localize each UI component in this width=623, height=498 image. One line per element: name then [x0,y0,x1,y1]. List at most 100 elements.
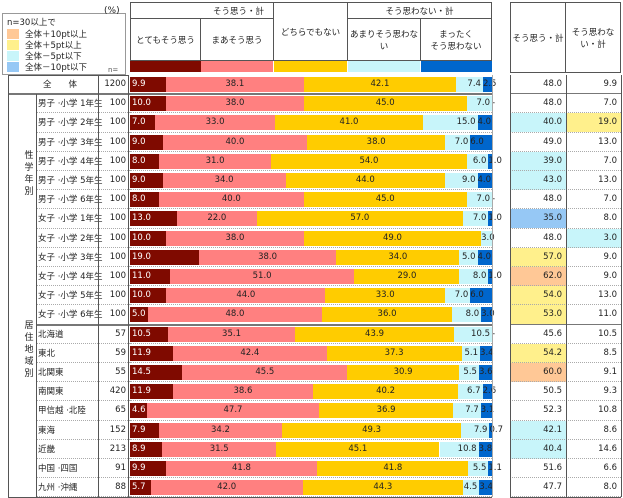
bar-segment-4: 4.0 [477,173,492,188]
row-divider [36,381,130,383]
sum-agree-cell: 49.0 [510,132,566,152]
bar-value-label: 42.0 [217,482,237,493]
bar-segment-0: 8.0 [130,192,159,208]
bar-segment-3: 5.5 [459,365,479,380]
bar-value-label: 36.0 [377,309,397,320]
stacked-bar: 10.0 44.0 33.0 7.0 6.0 [130,288,492,304]
sum-agree-cell: 39.0 [510,151,566,171]
bar-value-label: 38.1 [225,79,245,89]
stacked-bar: 11.9 38.6 40.2 6.7 2.6 [130,384,496,400]
table-border [510,75,511,498]
bar-value-label: 9.0 [132,136,146,147]
row-divider [510,170,621,171]
row-label: 女子 ·小学 1年生 [38,214,103,225]
bar-segment-4: 4.0 [477,249,492,265]
row-label: 女子 ·小学 4年生 [38,272,103,282]
bar-value-label: - [492,194,496,205]
row-divider [130,93,492,96]
sum-disagree-cell: 11.0 [566,305,621,325]
bar-segment-4: 3.1 [480,403,494,419]
bar-segment-4: 2.5 [482,77,496,92]
row-label: 東北 [38,348,56,359]
bar-segment-1: 34.2 [158,422,283,438]
bar-value-label: 44.0 [236,290,256,301]
bar-segment-1: 51.0 [169,269,355,284]
sum-agree-cell: 40.0 [510,113,566,133]
row-divider [36,208,130,210]
bar-value-label: 6.0 [470,136,484,147]
row-label: 女子 ·小学 2年生 [38,233,103,244]
stacked-bar: 10.0 38.0 45.0 7.0- [130,96,495,112]
row-label: 女子 ·小学 5年生 [38,291,103,302]
bar-segment-1: 45.5 [182,365,348,380]
row-divider [36,170,130,171]
header-sum-agree: そう思う・計 [510,2,566,73]
stacked-bar: 7.9 34.2 49.3 7.9 0.7 [130,422,503,438]
row-divider [130,400,492,402]
bar-segment-0: 10.0 [130,96,167,112]
bar-value-label: 5.0 [132,309,146,320]
sum-disagree-cell: 9.1 [566,363,621,382]
row-divider [130,419,492,421]
stacked-bar: 4.6 47.7 36.9 7.7 3.1 [130,403,494,419]
bar-value-label: 9.0 [461,175,476,185]
bar-value-label: 41.0 [339,117,359,128]
row-n: 100 [109,271,126,281]
bar-value-label: 3.0 [481,232,495,243]
bar-segment-2: 38.0 [307,134,445,150]
bar-segment-0: 10.0 [130,288,167,304]
header-swatch-0 [130,61,201,72]
bar-value-label: 4.6 [132,405,146,416]
bar-segment-1: 42.4 [173,345,327,361]
group-label-region: 居住地域別 [24,321,34,379]
row-label: 女子 ·小学 3年生 [38,252,103,263]
bar-segment-0: 19.0 [130,249,199,265]
percent-unit-label: (%) [104,6,120,16]
sum-agree-cell: 45.6 [510,324,566,344]
bar-segment-2: 49.0 [303,230,482,246]
stacked-bar: 14.5 45.5 30.9 5.5 3.6 [130,365,492,380]
row-label: 男子 ·小学 5年生 [38,176,103,186]
stacked-bar: 9.0 34.0 44.0 9.0 4.0 [130,173,492,188]
bar-value-label: 44.3 [373,482,393,493]
bar-segment-2: 43.9 [295,326,454,342]
bar-segment-2: 44.0 [285,173,445,188]
bar-value-label: 5.7 [132,482,146,493]
legend-label: 全体＋5pt以上 [25,40,82,51]
bar-segment-2: 41.0 [274,115,424,131]
row-label: 男子 ·小学 1年生 [38,99,103,110]
row-divider [36,362,130,363]
row-divider [510,342,621,344]
sum-disagree-cell: 8.5 [566,343,621,363]
bar-value-label: 8.0 [472,271,487,281]
row-divider [130,208,492,210]
bar-value-label: 13.0 [132,213,151,224]
stacked-bar: 5.7 42.0 44.3 4.5 3.4 [130,480,493,496]
row-divider [130,477,492,479]
row-label: 南関東 [38,387,64,398]
bar-segment-2: 41.8 [317,461,469,476]
bar-value-label: 33.0 [205,117,225,128]
row-n: 88 [115,482,126,493]
bar-value-label: 7.0 [454,136,469,147]
row-label: 九州 ·沖縄 [38,483,78,494]
row-divider [130,304,492,306]
row-divider [130,170,492,171]
bar-segment-3: 10.5 [453,326,492,342]
sum-disagree-cell: 7.0 [566,151,621,171]
bar-segment-3: 4.5 [463,480,480,496]
bar-segment-1: 34.0 [162,173,286,188]
bar-value-label: 35.1 [222,328,241,339]
bar-value-label: 36.9 [376,405,396,416]
bar-segment-2: 44.3 [302,480,464,496]
bar-value-label: 3.0 [481,309,495,320]
bar-segment-2: 30.9 [347,365,460,380]
bar-value-label: 10.5 [132,328,151,339]
bar-value-label: 7.9 [473,424,488,435]
sum-disagree-cell: 13.0 [566,132,621,152]
row-divider [510,266,621,267]
bar-segment-1: 47.7 [146,403,320,419]
bar-value-label: 4.0 [477,117,492,128]
row-n: 55 [115,367,126,377]
bar-value-label: 40.0 [225,136,245,147]
